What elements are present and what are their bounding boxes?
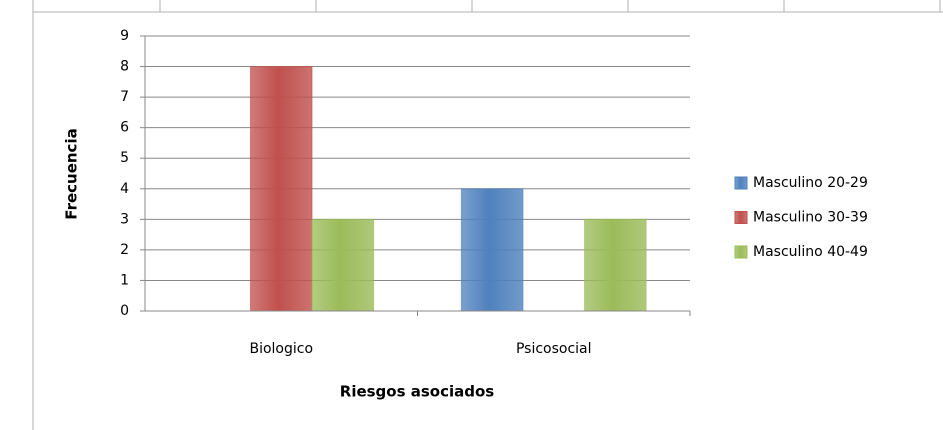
y-tick-label: 0 — [120, 303, 129, 319]
y-tick-label: 3 — [120, 211, 129, 227]
legend-label: Masculino 20-29 — [753, 175, 868, 191]
x-tick-label: Biologico — [249, 341, 313, 357]
x-tick-label: Psicosocial — [516, 341, 592, 357]
y-tick-label: 6 — [120, 120, 129, 136]
legend-label: Masculino 40-49 — [753, 244, 868, 260]
y-tick-label: 4 — [120, 181, 129, 197]
legend-label: Masculino 30-39 — [753, 210, 868, 226]
y-tick-label: 8 — [120, 59, 129, 75]
y-tick-label: 5 — [120, 150, 129, 166]
bar — [460, 188, 524, 312]
bar — [311, 218, 375, 312]
legend-swatch — [734, 211, 748, 224]
y-tick-label: 7 — [120, 89, 129, 105]
y-tick-label: 2 — [120, 242, 129, 258]
x-axis-title: Riesgos asociados — [340, 383, 495, 401]
legend-swatch — [734, 176, 748, 190]
legend-swatch — [734, 245, 748, 259]
bar — [584, 218, 647, 312]
y-axis-title: Frecuencia — [63, 128, 81, 219]
y-tick-label: 9 — [120, 28, 129, 44]
sheet-frame — [32, 0, 943, 430]
y-tick-label: 1 — [120, 272, 129, 288]
bar — [249, 66, 313, 312]
